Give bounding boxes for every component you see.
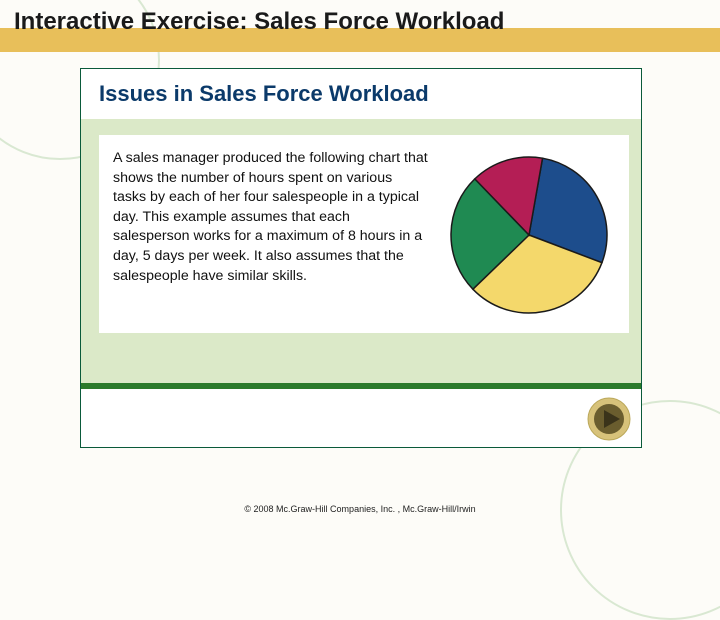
slide-header-title: Issues in Sales Force Workload [99, 81, 429, 107]
pie-chart-container [439, 149, 619, 319]
slide-header: Issues in Sales Force Workload [81, 69, 641, 119]
copyright-text: © 2008 Mc.Graw-Hill Companies, Inc. , Mc… [0, 504, 720, 514]
slide-body-panel: A sales manager produced the following c… [99, 135, 629, 333]
slide-paragraph: A sales manager produced the following c… [113, 149, 429, 319]
page-title: Interactive Exercise: Sales Force Worklo… [0, 0, 720, 36]
play-button[interactable] [587, 397, 631, 441]
slide-body: A sales manager produced the following c… [81, 119, 641, 383]
slide-footer [81, 383, 641, 447]
footer-stripe [81, 383, 641, 389]
slide-frame: Issues in Sales Force Workload A sales m… [80, 68, 642, 448]
pie-chart [439, 149, 619, 321]
